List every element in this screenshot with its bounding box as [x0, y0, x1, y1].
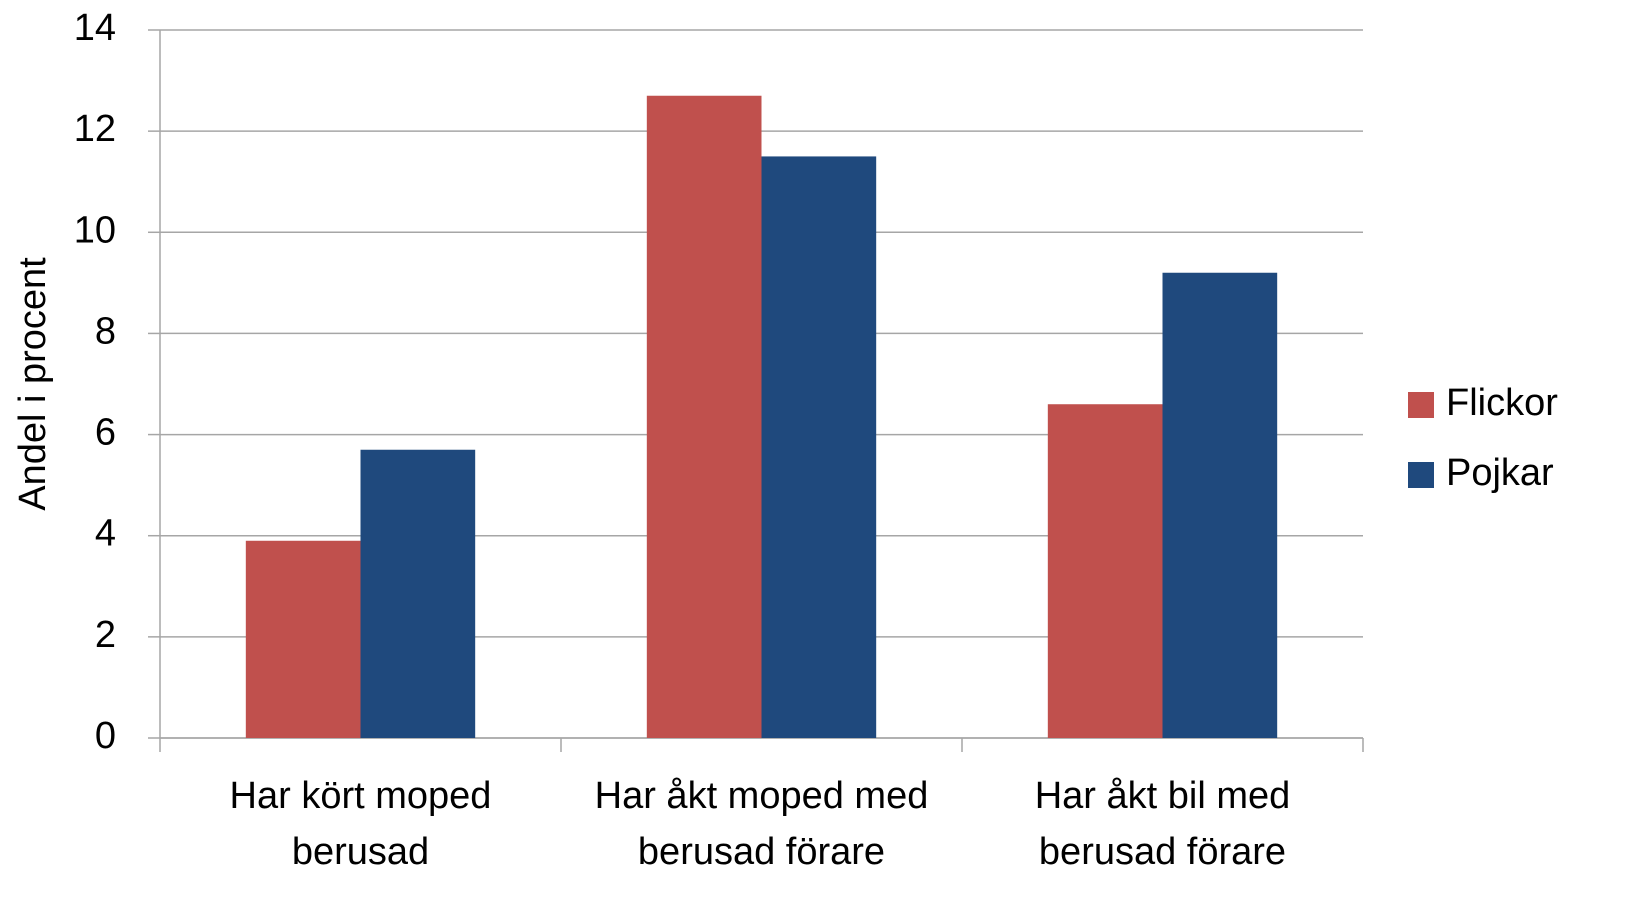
legend-label: Flickor — [1446, 382, 1558, 424]
x-tick-label: Har åkt moped med berusad förare — [594, 775, 929, 873]
y-tick-label: 0 — [95, 715, 116, 757]
x-tick-label: Har kört moped berusad — [229, 775, 492, 873]
x-tick-label: Har åkt bil med berusad förare — [1034, 775, 1291, 873]
y-tick-label: 6 — [95, 412, 116, 454]
y-tick-label: 14 — [74, 7, 116, 49]
legend-swatch — [1408, 462, 1434, 488]
bar — [1162, 272, 1278, 738]
bar — [646, 95, 762, 738]
legend-label: Pojkar — [1446, 452, 1554, 494]
y-tick-label: 8 — [95, 310, 116, 352]
legend-swatch — [1408, 392, 1434, 418]
bar — [360, 449, 476, 738]
y-tick-label: 2 — [95, 614, 116, 656]
bar — [761, 156, 877, 738]
bar — [245, 540, 361, 738]
y-axis-title: Andel i procent — [12, 257, 54, 511]
y-tick-label: 10 — [74, 209, 116, 251]
y-tick-label: 4 — [95, 513, 116, 555]
bar — [1047, 404, 1163, 738]
y-tick-label: 12 — [74, 108, 116, 150]
